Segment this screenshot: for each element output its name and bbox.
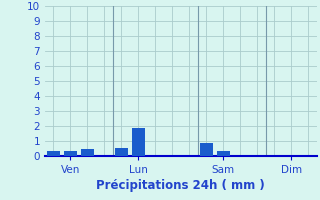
Bar <box>81 149 94 156</box>
Bar <box>200 142 213 156</box>
Bar <box>115 148 128 156</box>
Bar <box>217 151 230 156</box>
Bar <box>132 128 145 156</box>
Bar <box>64 151 77 156</box>
Bar <box>47 151 60 156</box>
X-axis label: Précipitations 24h ( mm ): Précipitations 24h ( mm ) <box>96 179 265 192</box>
